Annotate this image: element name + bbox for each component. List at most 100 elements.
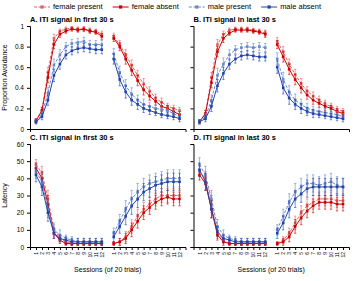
tick-mark	[211, 247, 212, 250]
tick-mark	[138, 247, 139, 250]
panel-title: A. ITI signal in first 30 s	[30, 15, 114, 24]
marker	[234, 58, 237, 61]
axis-line	[31, 130, 187, 133]
tick-mark	[27, 108, 30, 109]
marker	[160, 198, 163, 201]
marker	[240, 29, 243, 32]
legend-entry: female present	[34, 2, 104, 11]
marker	[142, 89, 145, 92]
error-bar	[252, 44, 254, 52]
series	[35, 159, 181, 245]
tick-label: 12	[340, 252, 346, 258]
marker	[204, 180, 207, 183]
y-axis: 0102030405060	[17, 141, 31, 251]
error-bar	[160, 175, 162, 192]
error-bar	[172, 192, 174, 206]
marker	[142, 191, 145, 194]
marker	[210, 81, 213, 84]
marker	[294, 103, 297, 106]
tick-mark	[42, 247, 43, 250]
error-bar	[318, 99, 320, 107]
error-bar	[252, 238, 254, 245]
error-bar	[154, 177, 156, 194]
error-bar	[330, 114, 332, 120]
y-tick	[191, 213, 194, 214]
error-bar	[35, 119, 37, 123]
y-tick	[191, 144, 194, 145]
error-bar	[119, 42, 121, 50]
marker	[258, 56, 261, 59]
error-bar	[246, 238, 248, 245]
tick-label: 12	[99, 252, 105, 258]
marker	[71, 49, 74, 52]
marker	[312, 112, 315, 115]
marker	[41, 186, 44, 189]
error-bar	[240, 44, 242, 52]
tick-label: 60	[17, 141, 25, 148]
tick-mark	[132, 247, 133, 250]
marker	[118, 45, 121, 48]
error-bar	[172, 173, 174, 190]
y-tick	[191, 26, 194, 27]
error-bar	[222, 34, 224, 42]
line	[199, 29, 343, 122]
error-bar	[71, 47, 73, 55]
error-bar	[294, 190, 296, 207]
tick-label: 10	[17, 226, 25, 233]
y-tick: 0	[20, 126, 30, 133]
marker	[252, 30, 255, 33]
marker	[240, 46, 243, 49]
marker	[53, 64, 56, 67]
series	[35, 44, 181, 124]
error-bar	[252, 29, 254, 33]
error-bar	[306, 91, 308, 99]
marker	[234, 241, 237, 244]
error-bar	[124, 86, 126, 98]
axis-line	[27, 145, 31, 248]
marker	[136, 103, 139, 106]
error-bar	[41, 114, 43, 120]
tick-mark	[229, 247, 230, 250]
marker	[130, 69, 133, 72]
marker	[294, 225, 297, 228]
error-bar	[336, 115, 338, 121]
line	[36, 29, 180, 121]
marker	[282, 56, 285, 59]
error-bar	[148, 106, 150, 114]
error-bar	[83, 27, 85, 31]
tick-mark	[191, 213, 194, 214]
y-tick: 0.2	[15, 105, 30, 112]
tick-mark	[27, 161, 30, 162]
marker	[94, 241, 97, 244]
error-bar	[252, 238, 254, 245]
tick-mark	[331, 247, 332, 250]
error-bar	[142, 104, 144, 112]
y-tick	[191, 230, 194, 231]
error-bar	[330, 178, 332, 195]
error-bar	[89, 29, 91, 33]
tick-mark	[325, 247, 326, 250]
error-bar	[210, 78, 212, 88]
error-bar	[312, 178, 314, 195]
error-bar	[282, 216, 284, 230]
error-bar	[222, 67, 224, 79]
marker	[77, 241, 80, 244]
tick-mark	[174, 247, 175, 250]
marker	[59, 54, 62, 57]
line	[199, 55, 343, 122]
marker	[252, 55, 255, 58]
x-axis-title: Sessions (of 20 trials)	[238, 266, 305, 274]
x-tick: 12	[99, 247, 105, 258]
marker	[112, 242, 115, 245]
y-tick: 0.6	[15, 64, 30, 71]
tick-label: 0.8	[15, 43, 24, 50]
error-bar	[342, 178, 344, 195]
marker	[53, 232, 56, 235]
y-tick	[191, 67, 194, 68]
line	[36, 168, 180, 244]
error-bar	[312, 96, 314, 104]
marker	[246, 54, 249, 57]
error-bar	[148, 180, 150, 197]
tick-mark	[277, 247, 278, 250]
marker	[306, 187, 309, 190]
